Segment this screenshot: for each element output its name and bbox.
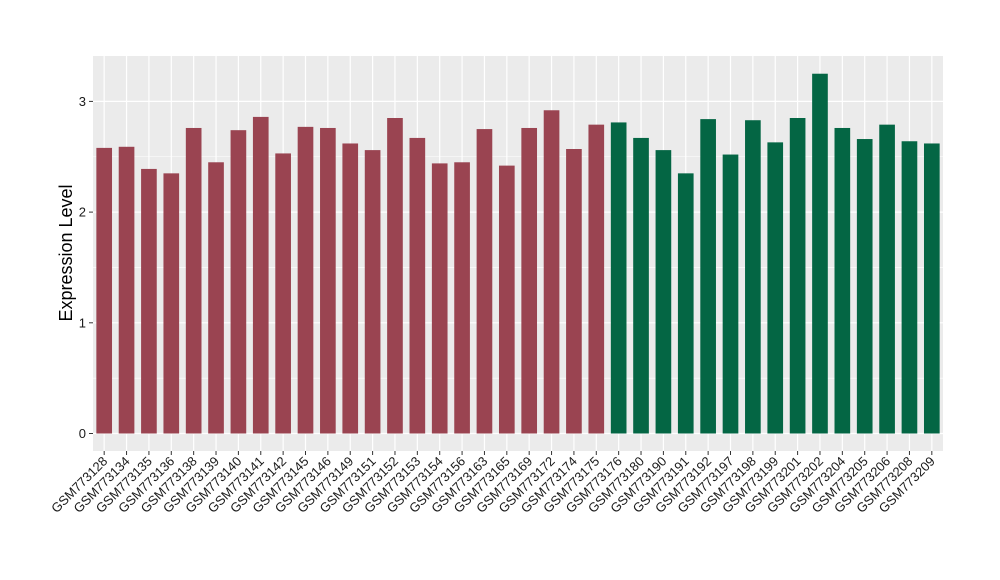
bar-GSM773165 <box>498 165 515 434</box>
bar-GSM773174 <box>566 149 582 434</box>
bar-GSM773192 <box>700 119 716 434</box>
y-axis-title: Expression Level <box>56 184 76 321</box>
bar-GSM773142 <box>275 153 291 434</box>
bar-GSM773145 <box>297 126 314 434</box>
bar-GSM773141 <box>252 116 269 434</box>
y-tick-label: 1 <box>79 315 86 330</box>
bar-GSM773151 <box>364 150 381 434</box>
bar-GSM773198 <box>745 120 761 434</box>
bar-GSM773206 <box>879 124 895 434</box>
bar-GSM773136 <box>163 173 180 434</box>
bar-GSM773153 <box>409 137 426 434</box>
bar-GSM773169 <box>521 127 538 434</box>
bar-GSM773208 <box>901 141 918 434</box>
bar-GSM773172 <box>543 110 560 434</box>
bar-GSM773199 <box>767 142 784 434</box>
bar-GSM773209 <box>923 143 940 434</box>
bar-GSM773201 <box>789 118 806 434</box>
bar-GSM773163 <box>476 129 493 434</box>
bar-GSM773156 <box>454 162 470 434</box>
y-tick-label: 2 <box>79 205 86 220</box>
bar-GSM773191 <box>677 173 694 434</box>
bar-GSM773128 <box>96 147 113 434</box>
bar-GSM773197 <box>722 154 739 434</box>
bar-GSM773139 <box>208 162 224 434</box>
bar-GSM773138 <box>185 127 202 434</box>
bar-GSM773176 <box>610 122 627 434</box>
bar-GSM773146 <box>320 127 336 434</box>
bar-GSM773154 <box>431 163 448 434</box>
bar-GSM773202 <box>812 73 828 434</box>
x-axis: GSM773128GSM773134GSM773135GSM773136GSM7… <box>48 451 938 516</box>
y-axis: 0 1 2 3 <box>79 94 93 441</box>
bar-GSM773152 <box>387 118 403 434</box>
bar-GSM773190 <box>655 150 672 434</box>
bar-GSM773140 <box>230 130 247 434</box>
y-tick-label: 0 <box>79 426 86 441</box>
bar-GSM773175 <box>588 124 605 434</box>
bars <box>96 73 940 434</box>
bar-GSM773204 <box>834 127 851 434</box>
bar-GSM773180 <box>633 137 649 434</box>
y-tick-label: 3 <box>79 94 86 109</box>
bar-GSM773149 <box>342 143 359 434</box>
bar-GSM773205 <box>856 139 873 434</box>
bar-GSM773134 <box>118 146 135 434</box>
bar-GSM773135 <box>141 168 157 434</box>
